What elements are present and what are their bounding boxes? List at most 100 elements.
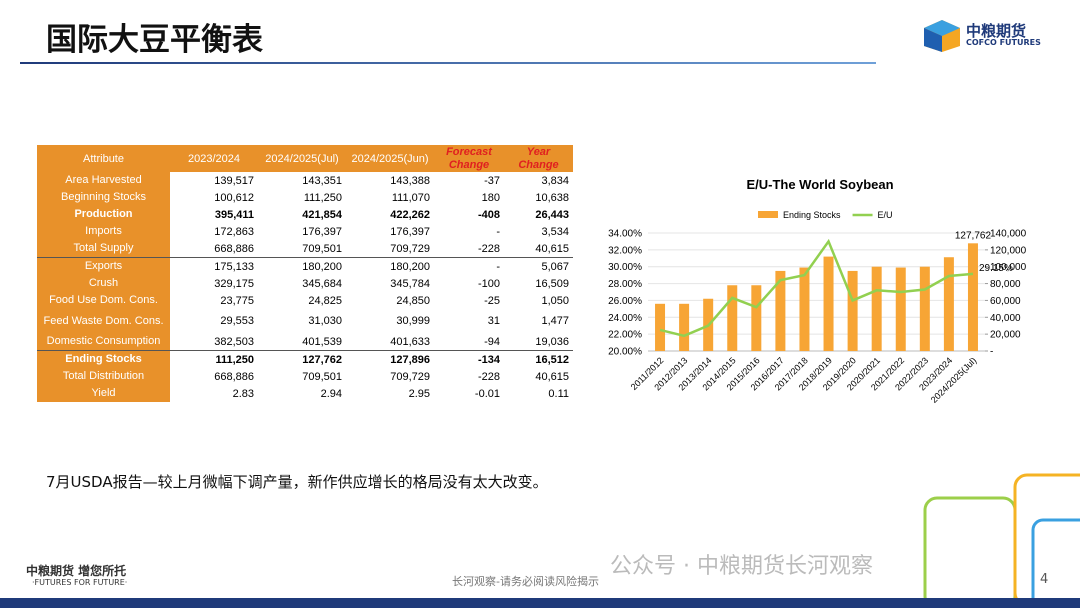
table-cell: 709,729 — [346, 240, 434, 258]
page-number: 4 — [1040, 572, 1049, 587]
table-cell: 31,030 — [308, 315, 342, 327]
table-cell: 127,896 — [346, 350, 434, 368]
table-cell: 176,397 — [302, 225, 342, 238]
table-cell: 2.94 — [320, 387, 342, 400]
y-tick-label: 22.00% — [608, 330, 642, 341]
table-cell: 30,999 — [396, 315, 430, 327]
y2-tick-label: 100,000 — [990, 262, 1027, 273]
logo-icon — [924, 20, 960, 52]
table-row: Beginning Stocks 100,612 111,250 111,070 180… — [37, 189, 573, 206]
table-cell: -100 — [477, 277, 500, 290]
table-cell: 709,501 — [258, 240, 346, 258]
table-cell: 24,825 — [308, 294, 342, 307]
column-header: Attribute — [37, 145, 170, 172]
table-cell: 143,351 — [302, 174, 342, 187]
y2-tick-label: 60,000 — [990, 296, 1021, 307]
bar — [655, 303, 666, 351]
table-cell: - — [496, 225, 500, 238]
y2-tick-label: - — [990, 347, 993, 358]
table-cell: 23,775 — [220, 294, 254, 307]
table-cell: 3,534 — [541, 225, 569, 238]
y2-tick-label: 40,000 — [990, 313, 1021, 324]
column-header: Year Change — [504, 145, 573, 172]
table-row: Feed Waste Dom. Cons. 29,553 31,030 30,999 3… — [37, 309, 573, 333]
table-cell: 395,411 — [214, 208, 254, 221]
table-cell: 40,615 — [504, 240, 573, 258]
row-label: Food Use Dom. Cons. — [37, 292, 170, 309]
bar — [751, 285, 762, 351]
row-label: Beginning Stocks — [37, 189, 170, 206]
watermark: 公众号 · 中粮期货长河观察 — [610, 554, 873, 579]
table-cell: 5,067 — [541, 260, 569, 273]
table-cell: 2.83 — [232, 387, 254, 400]
table-cell: 111,250 — [303, 191, 342, 204]
table-cell: 401,539 — [302, 335, 342, 348]
y2-tick-label: 20,000 — [990, 330, 1021, 341]
bar — [895, 267, 906, 351]
footer-note: 长河观察-请务必阅读风险揭示 — [452, 575, 599, 588]
table-row: Ending Stocks 111,250 127,762 127,896 -134 16… — [37, 350, 573, 368]
table-cell: 401,633 — [390, 335, 430, 348]
table-cell: -94 — [484, 335, 500, 348]
table-cell: 180,200 — [390, 260, 430, 273]
table-cell: 40,615 — [535, 370, 569, 383]
y2-tick-label: 140,000 — [990, 229, 1027, 240]
table-cell: 16,509 — [535, 277, 569, 290]
data-label: 29.15% — [979, 263, 1013, 274]
line — [659, 238, 974, 338]
legend-label: Ending Stocks — [783, 210, 841, 220]
logo-cn: 中粮期货 — [966, 22, 1027, 40]
table-cell: 709,501 — [302, 370, 342, 383]
bar — [871, 266, 882, 351]
table-cell: 345,784 — [390, 277, 430, 290]
table-cell: 3,834 — [541, 174, 569, 187]
table-cell: 345,684 — [302, 277, 342, 290]
row-label: Domestic Consumption — [37, 333, 170, 351]
legend-swatch — [758, 211, 778, 218]
table-row: Area Harvested 139,517 143,351 143,388 -37 3,… — [37, 172, 573, 189]
y2-tick-label: 120,000 — [990, 245, 1027, 256]
column-header: 2024/2025(Jun) — [346, 145, 434, 172]
table-cell: -0.01 — [474, 387, 500, 400]
row-label: Crush — [37, 275, 170, 292]
table-cell: 139,517 — [214, 174, 254, 187]
table-row: Exports 175,133 180,200 180,200 - 5,067 — [37, 257, 573, 275]
table-cell: 180,200 — [302, 260, 342, 273]
table-cell: 175,133 — [214, 260, 254, 273]
table-cell: 29,553 — [220, 315, 254, 327]
logo-en: COFCO FUTURES — [966, 38, 1041, 47]
table-row: Production 395,411 421,854 422,262 -408 26,44… — [37, 206, 573, 223]
table-row: Food Use Dom. Cons. 23,775 24,825 24,850 -25… — [37, 292, 573, 309]
y-tick-label: 26.00% — [608, 296, 642, 307]
y-tick-label: 30.00% — [608, 262, 642, 273]
bar — [799, 267, 810, 351]
table-cell: -37 — [484, 174, 500, 187]
table-cell: 127,762 — [258, 350, 346, 368]
row-label: Exports — [37, 257, 170, 275]
table-row: Total Supply 668,886 709,501 709,729 -228 40,… — [37, 240, 573, 258]
balance-table: Attribute 2023/2024 2024/2025(Jul) 2024/202… — [37, 145, 573, 402]
table-cell: -228 — [434, 240, 504, 258]
bar — [967, 243, 978, 351]
y-tick-label: 24.00% — [608, 313, 642, 324]
table-cell: 143,388 — [390, 174, 430, 187]
table-cell: -134 — [434, 350, 504, 368]
row-label: Ending Stocks — [37, 350, 170, 368]
table-row: Yield 2.83 2.94 2.95 -0.01 0.11 — [37, 385, 573, 402]
y-tick-label: 34.00% — [608, 229, 642, 240]
bar — [727, 285, 738, 351]
column-header: Forecast Change — [434, 145, 504, 172]
table-cell: 709,729 — [390, 370, 430, 383]
bar — [943, 257, 954, 351]
bar — [775, 270, 786, 351]
table-cell: 329,175 — [214, 277, 254, 290]
slide-title: 国际大豆平衡表 — [46, 22, 263, 58]
header-row: Attribute 2023/2024 2024/2025(Jul) 2024/202… — [37, 145, 573, 172]
footer-bar — [0, 598, 1080, 608]
table-cell: -408 — [477, 208, 500, 221]
table-cell: 180 — [481, 191, 500, 204]
table-cell: 19,036 — [535, 335, 569, 348]
chart: E/U-The World Soybean 20.00% 22.00% 24.00%… — [608, 177, 1027, 405]
table-cell: 111,250 — [170, 350, 258, 368]
